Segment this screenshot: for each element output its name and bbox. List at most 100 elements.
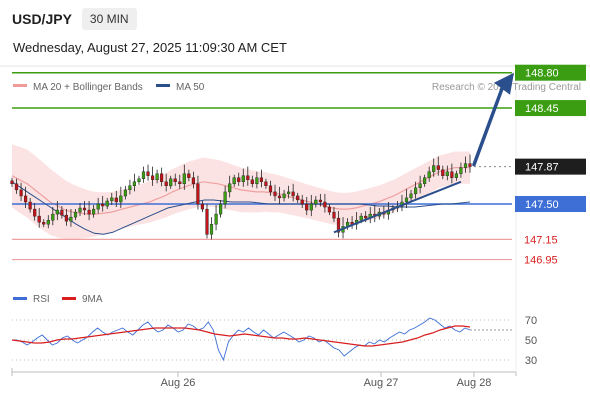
level-label-2: 147.87 (525, 162, 559, 174)
candle-body-4 (28, 201, 32, 210)
candle-body-48 (228, 183, 232, 193)
candle-body-42 (200, 203, 204, 210)
x-axis-ticks: Aug 26 Aug 27 Aug 28 (161, 372, 491, 389)
moving-averages (11, 181, 471, 235)
candle-body-22 (110, 197, 114, 202)
candle-body-31 (150, 175, 155, 180)
candle-body-54 (255, 177, 259, 184)
rsi-legend-swatch (13, 297, 27, 300)
candle-body-2 (19, 189, 23, 197)
candle-body-40 (191, 177, 195, 184)
candle-body-14 (73, 211, 78, 218)
price-level-labels: 148.80 148.45 147.87 147.50 147.15 146.95 (515, 64, 586, 267)
candle-body-18 (91, 208, 96, 215)
candle-body-90 (418, 183, 422, 189)
projection-arrow-head (494, 72, 514, 95)
x-tick-label-1: Aug 27 (364, 377, 399, 389)
level-label-0: 148.80 (525, 68, 559, 80)
candle-body-68 (318, 199, 322, 203)
candle-body-61 (287, 191, 291, 195)
candle-body-23 (114, 197, 118, 203)
candle-body-17 (87, 209, 91, 215)
level-label-5: 146.95 (524, 255, 558, 267)
candle-body-36 (173, 178, 177, 183)
bollinger-legend-swatch (13, 84, 27, 87)
price-levels (12, 71, 514, 261)
candle-body-89 (414, 187, 418, 195)
candle-body-10 (55, 209, 59, 215)
candle-body-37 (178, 181, 182, 185)
candle-body-91 (423, 177, 427, 184)
candle-body-32 (155, 173, 159, 180)
candle-body-20 (101, 203, 105, 207)
candle-body-55 (259, 177, 263, 182)
candle-body-63 (296, 195, 300, 201)
candle-body-13 (69, 216, 73, 222)
ma50-line (11, 181, 471, 235)
chart-header: USD/JPY 30 MIN (12, 8, 137, 30)
x-tick-label-0: Aug 26 (161, 377, 196, 389)
candle-body-93 (432, 165, 436, 172)
candle-body-15 (78, 207, 82, 213)
rsi-ma-line (11, 325, 471, 347)
candle-body-52 (246, 175, 250, 180)
candle-body-95 (441, 169, 445, 176)
candle-body-98 (454, 173, 458, 178)
bollinger-band-fill (12, 144, 470, 240)
candle-body-1 (14, 183, 19, 191)
candle-body-60 (282, 193, 286, 199)
level-label-1: 148.45 (525, 103, 559, 115)
candle-body-72 (336, 217, 341, 233)
projection-arrow-shaft (472, 86, 504, 167)
candle-body-25 (123, 189, 127, 197)
candle-body-6 (37, 215, 41, 223)
candle-body-19 (96, 203, 100, 210)
candle-body-12 (64, 214, 68, 222)
rsi-ma-legend-swatch (62, 297, 76, 300)
candle-body-46 (218, 203, 223, 215)
candle-body-62 (291, 191, 295, 197)
ma50-legend-swatch (156, 84, 170, 87)
candle-body-78 (364, 215, 368, 219)
candle-body-8 (46, 219, 50, 225)
level-badge-1 (515, 100, 586, 117)
candle-body-101 (468, 163, 472, 167)
candle-body-38 (182, 173, 186, 184)
candle-body-77 (359, 215, 363, 221)
rsi-tick-label-2: 30 (525, 355, 537, 367)
candle-body-58 (273, 191, 277, 197)
timeframe-badge: 30 MIN (81, 8, 137, 30)
candle-body-69 (323, 201, 327, 208)
level-label-4: 147.15 (524, 234, 558, 246)
trendline (333, 180, 462, 234)
candle-body-3 (24, 195, 28, 203)
candle-body-43 (205, 208, 209, 235)
candle-body-30 (146, 171, 150, 176)
candle-body-57 (268, 185, 273, 193)
trendline-group (333, 72, 514, 234)
candle-body-27 (132, 181, 136, 187)
candle-body-21 (105, 200, 109, 207)
datetime-label: Wednesday, August 27, 2025 11:09:30 AM C… (13, 40, 287, 55)
rsi-tick-label-1: 50 (525, 335, 537, 347)
candle-body-16 (82, 207, 87, 211)
level-badge-0 (515, 64, 586, 81)
rsi-legend-label: RSI (33, 294, 50, 305)
candle-body-96 (445, 171, 449, 176)
candle-body-34 (164, 181, 168, 187)
rsi-tick-label-0: 70 (525, 315, 537, 327)
candle-body-66 (309, 203, 313, 211)
level-badge-2 (515, 158, 586, 175)
candle-body-35 (169, 178, 173, 187)
candle-body-53 (250, 179, 254, 185)
candle-body-88 (409, 193, 413, 199)
candle-body-59 (277, 195, 282, 199)
candle-body-11 (60, 209, 64, 216)
candle-body-65 (305, 203, 309, 211)
candle-body-70 (327, 206, 331, 213)
rsi-line (12, 317, 471, 362)
instrument-title: USD/JPY (12, 11, 72, 27)
rsi-panel: 70 50 30 (11, 315, 537, 367)
candle-body-26 (128, 185, 132, 191)
